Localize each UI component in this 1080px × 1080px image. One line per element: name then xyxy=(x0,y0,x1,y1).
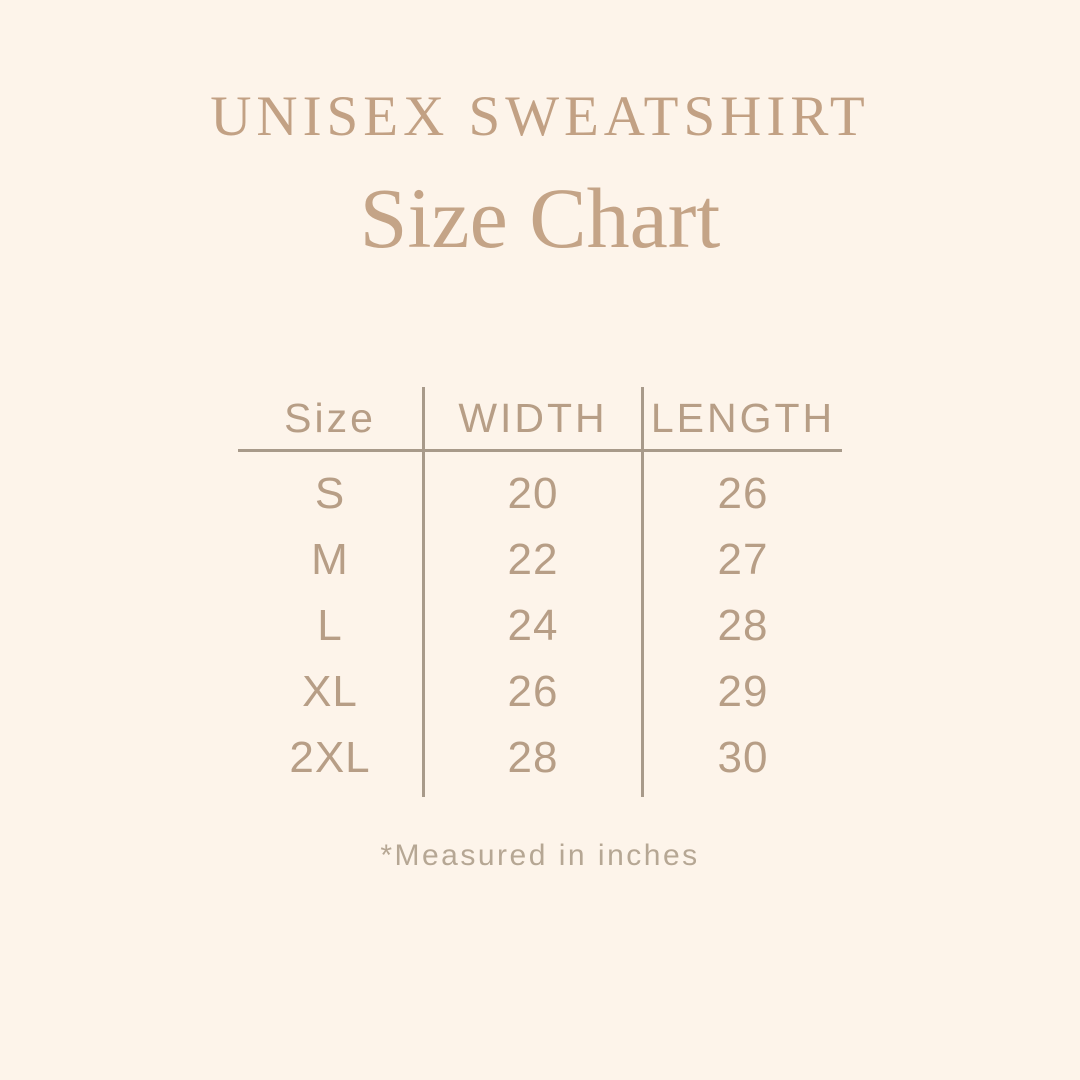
cell-length: 27 xyxy=(717,535,769,584)
cell-size: XL xyxy=(302,667,358,716)
table-row: M 22 27 xyxy=(238,527,842,593)
size-chart-table: Size WIDTH LENGTH S 20 26 M 22 27 L 24 2… xyxy=(238,387,842,797)
cell-length: 26 xyxy=(717,469,769,518)
cell-size: M xyxy=(311,535,349,584)
table-body: S 20 26 M 22 27 L 24 28 XL 26 29 2XL 28 xyxy=(238,449,842,791)
measurement-note: *Measured in inches xyxy=(380,839,700,872)
column-header-size: Size xyxy=(284,394,376,441)
column-header-length: LENGTH xyxy=(650,394,836,441)
table-row: XL 26 29 xyxy=(238,659,842,725)
table-row: S 20 26 xyxy=(238,461,842,527)
column-divider-left xyxy=(422,387,425,797)
cell-width: 20 xyxy=(507,469,559,518)
cell-width: 28 xyxy=(507,733,559,782)
cell-width: 22 xyxy=(507,535,559,584)
page-title: UNISEX SWEATSHIRT xyxy=(210,85,870,148)
header-divider xyxy=(238,449,842,452)
cell-length: 30 xyxy=(717,733,769,782)
table-row: L 24 28 xyxy=(238,593,842,659)
cell-size: S xyxy=(314,469,346,518)
cell-width: 24 xyxy=(507,601,559,650)
table-header-row: Size WIDTH LENGTH xyxy=(238,387,842,449)
page-subtitle: Size Chart xyxy=(359,170,721,266)
cell-size: L xyxy=(317,601,343,650)
table-row: 2XL 28 30 xyxy=(238,725,842,791)
cell-length: 28 xyxy=(717,601,769,650)
cell-width: 26 xyxy=(507,667,559,716)
cell-size: 2XL xyxy=(289,733,371,782)
column-divider-right xyxy=(641,387,644,797)
cell-length: 29 xyxy=(717,667,769,716)
column-header-width: WIDTH xyxy=(458,394,608,441)
